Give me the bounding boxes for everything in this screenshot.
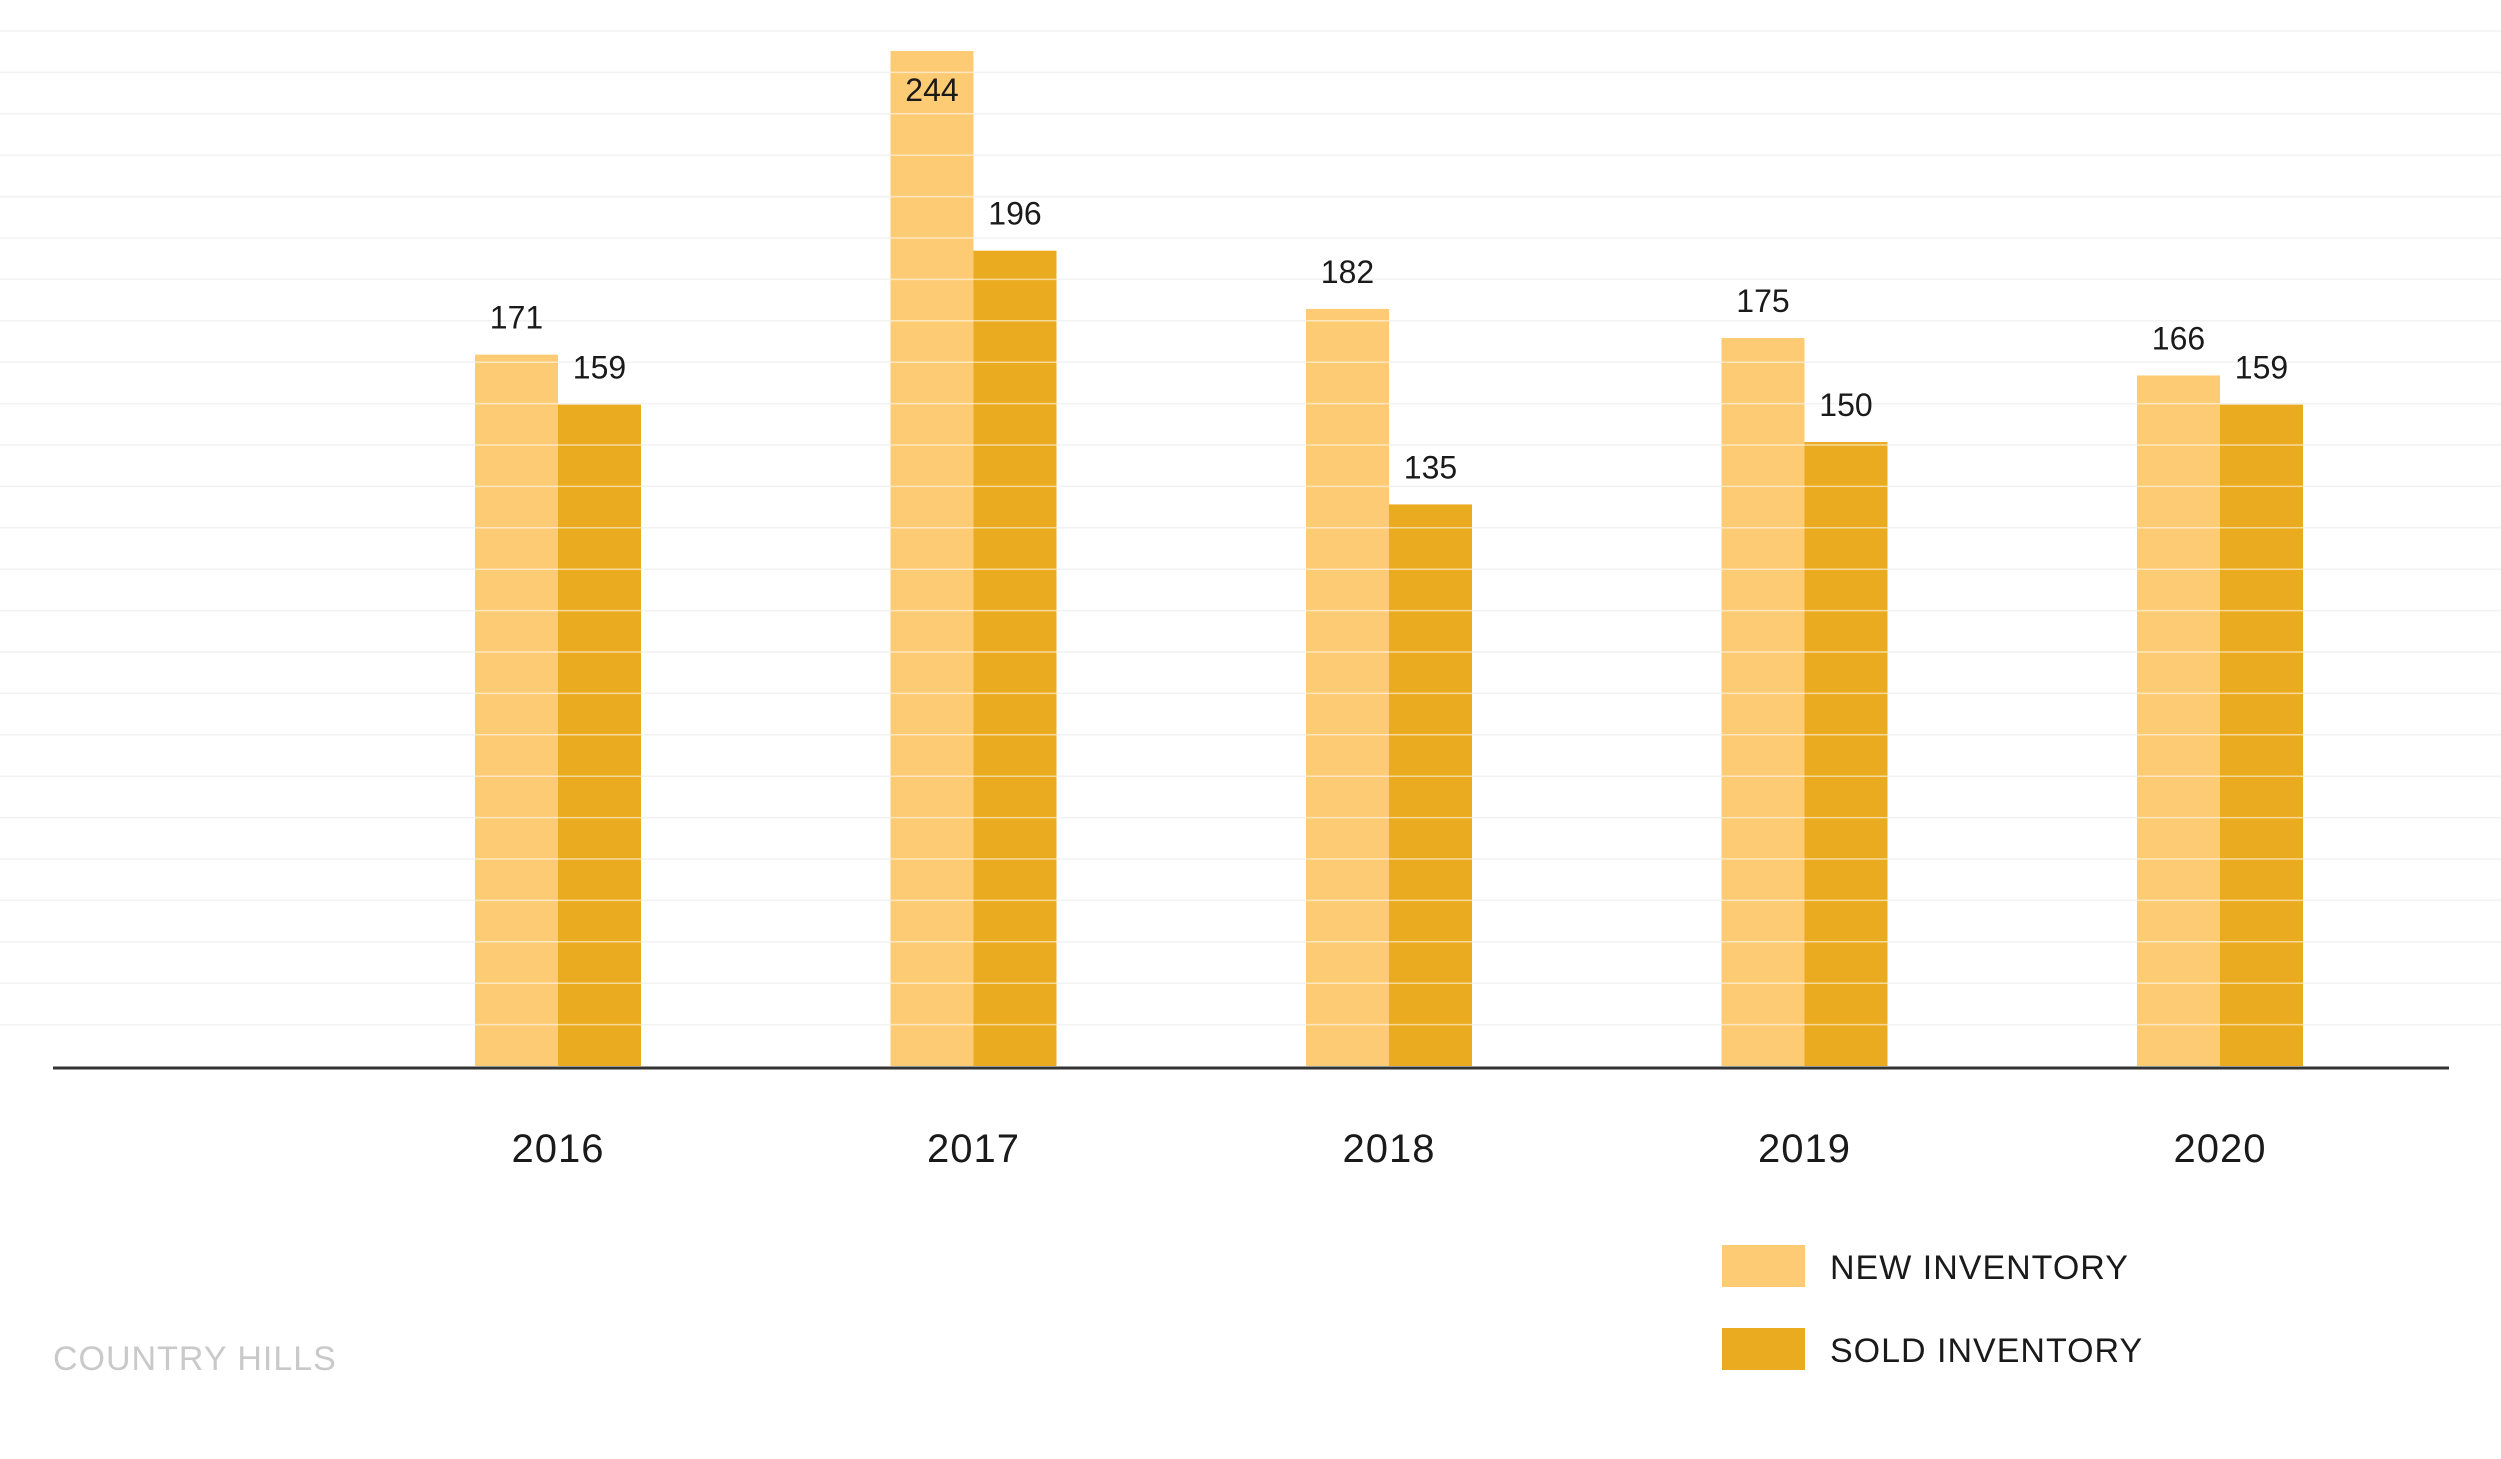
- data-label: 244: [905, 72, 958, 108]
- bar: [1804, 442, 1888, 1066]
- x-tick-label: 2017: [927, 1127, 1020, 1171]
- legend: NEW INVENTORY SOLD INVENTORY: [1722, 1245, 2143, 1370]
- data-label: 150: [1819, 387, 1872, 423]
- bar: [1389, 504, 1472, 1066]
- legend-label: SOLD INVENTORY: [1830, 1332, 2143, 1370]
- data-label: 159: [2235, 350, 2288, 386]
- bars-group: [475, 51, 2303, 1067]
- bar: [2137, 375, 2220, 1066]
- bar: [475, 354, 558, 1066]
- legend-label: NEW INVENTORY: [1830, 1249, 2129, 1287]
- data-label: 175: [1736, 283, 1789, 319]
- x-tick-label: 2020: [2174, 1127, 2267, 1171]
- x-tick-label: 2018: [1343, 1127, 1436, 1171]
- data-label: 171: [490, 300, 543, 336]
- data-label: 166: [2152, 320, 2205, 356]
- data-label: 196: [988, 196, 1041, 232]
- bar-stripes: [475, 71, 2303, 1026]
- x-tick-label: 2016: [512, 1127, 605, 1171]
- legend-swatch: [1722, 1245, 1805, 1287]
- bar: [1306, 308, 1389, 1066]
- bar: [1721, 338, 1805, 1066]
- x-tick-label: 2019: [1758, 1127, 1851, 1171]
- data-label: 159: [573, 350, 626, 386]
- bar: [890, 51, 974, 1066]
- footer-label: COUNTRY HILLS: [53, 1340, 337, 1378]
- data-labels: 171 159 244 196 182 135 175 150 166 159: [490, 72, 2288, 485]
- x-tick-labels: 2016 2017 2018 2019 2020: [512, 1127, 2267, 1171]
- data-label: 182: [1321, 254, 1374, 290]
- data-label: 135: [1404, 449, 1457, 485]
- bar: [973, 250, 1057, 1067]
- gridlines: [0, 30, 2501, 1026]
- legend-swatch: [1722, 1328, 1805, 1370]
